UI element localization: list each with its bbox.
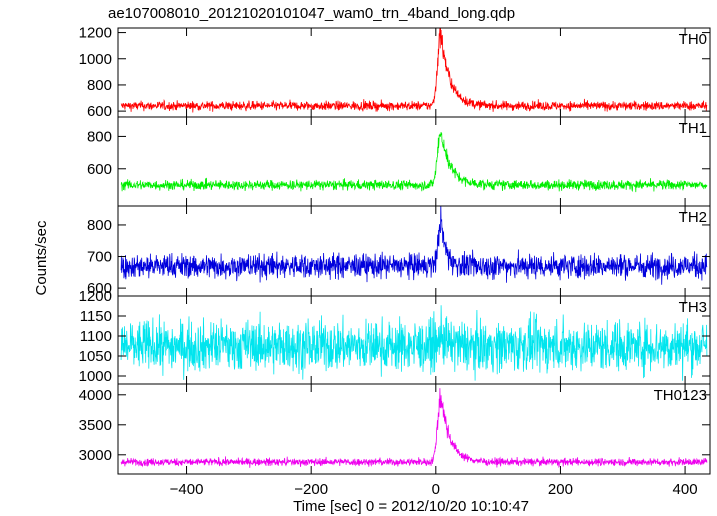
panel-th3: 1000 1050 1100 1150 1200 TH3 (79, 288, 711, 385)
series-th0123 (120, 388, 708, 469)
y-tick-label: 1100 (80, 328, 112, 345)
x-axis: −400 −200 0 200 400 (170, 481, 698, 498)
y-tick-label: 1200 (79, 288, 112, 305)
series-th0 (120, 28, 708, 113)
y-tick-label: 800 (87, 217, 112, 234)
panel-frame (117, 205, 711, 297)
panels: 600 800 1000 1200 TH0 600 800 TH1 600 700 800 TH2 10… (79, 25, 711, 475)
x-tick-label: 0 (432, 481, 440, 498)
panel-frame (117, 383, 711, 475)
panel-th0: 600 800 1000 1200 TH0 (79, 25, 711, 120)
y-tick-label: 4000 (79, 387, 112, 404)
chart-title: ae107008010_20121020101047_wam0_trn_4ban… (108, 5, 515, 22)
y-tick-label: 1150 (80, 308, 112, 325)
y-tick-label: 1000 (79, 51, 112, 68)
y-tick-label: 600 (87, 280, 112, 297)
series-th2 (120, 206, 708, 285)
x-axis-label: Time [sec] 0 = 2012/10/20 10:10:47 (293, 498, 529, 515)
series-th3 (120, 305, 708, 381)
y-tick-label: 3500 (79, 417, 112, 434)
x-tick-label: −200 (294, 481, 328, 498)
panel-label: TH2 (679, 209, 707, 226)
x-tick-label: −400 (170, 481, 204, 498)
y-tick-label: 800 (87, 77, 112, 94)
y-tick-label: 800 (87, 128, 112, 145)
panel-label: TH1 (679, 120, 707, 137)
panel-label: TH0123 (654, 387, 707, 404)
panel-th0123: 3000 3500 4000 TH0123 (79, 383, 711, 475)
x-tick-label: 200 (548, 481, 573, 498)
y-tick-label: 600 (87, 161, 112, 178)
y-axis-label: Counts/sec (33, 220, 50, 296)
panel-label: TH0 (679, 31, 707, 48)
y-tick-label: 1000 (79, 368, 112, 385)
panel-frame (117, 116, 711, 207)
y-tick-label: 600 (87, 103, 112, 120)
y-tick-label: 1200 (79, 25, 112, 42)
y-tick-label: 1050 (79, 348, 112, 365)
y-tick-label: 3000 (79, 447, 112, 464)
panel-th1: 600 800 TH1 (87, 116, 711, 207)
x-tick-label: 400 (673, 481, 698, 498)
panel-th2: 600 700 800 TH2 (87, 205, 711, 297)
series-th1 (120, 131, 708, 193)
y-tick-label: 700 (87, 249, 112, 266)
panel-label: TH3 (679, 299, 707, 316)
